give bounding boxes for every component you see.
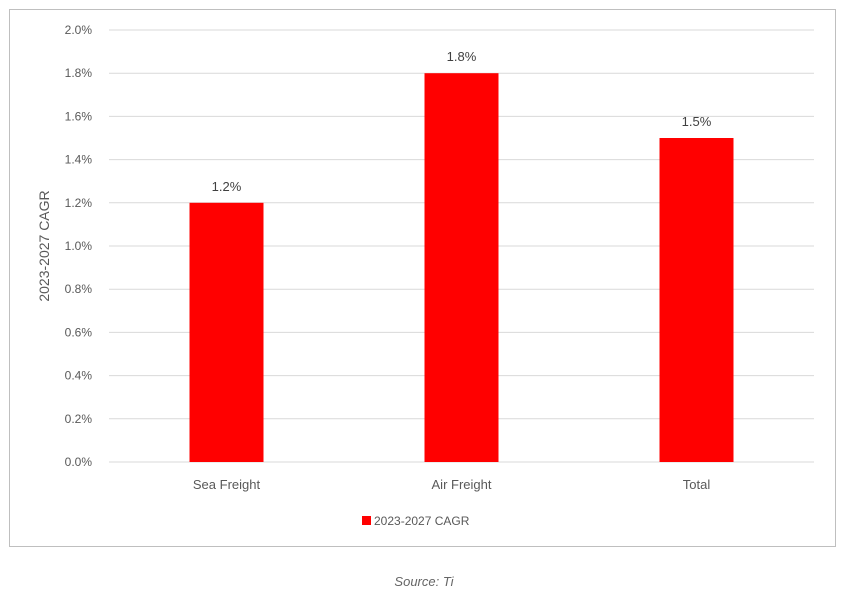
x-category-label: Total bbox=[683, 477, 711, 492]
y-tick-label: 2.0% bbox=[65, 23, 93, 37]
y-tick-label: 0.0% bbox=[65, 455, 93, 469]
y-tick-label: 1.2% bbox=[65, 196, 93, 210]
bar-sea-freight bbox=[189, 202, 264, 463]
y-tick-label: 1.8% bbox=[65, 66, 93, 80]
data-label: 1.2% bbox=[212, 179, 242, 194]
legend-swatch bbox=[362, 516, 371, 525]
bar-chart: 0.0% 0.2% 0.4% 0.6% 0.8% 1.0% 1.2% 1.4% 1.6% 1.8%… bbox=[36, 23, 814, 528]
data-label: 1.8% bbox=[447, 49, 477, 64]
x-category-label: Sea Freight bbox=[193, 477, 261, 492]
legend-label: 2023-2027 CAGR bbox=[374, 514, 470, 528]
x-axis-categories: Sea Freight Air Freight Total bbox=[193, 477, 710, 492]
data-label: 1.5% bbox=[682, 114, 712, 129]
bar-total bbox=[659, 138, 734, 462]
legend: 2023-2027 CAGR bbox=[362, 514, 470, 528]
y-axis-title: 2023-2027 CAGR bbox=[36, 190, 52, 301]
x-category-label: Air Freight bbox=[432, 477, 492, 492]
y-tick-label: 1.4% bbox=[65, 153, 93, 167]
y-tick-label: 0.4% bbox=[65, 369, 93, 383]
y-tick-label: 0.6% bbox=[65, 325, 93, 339]
y-tick-label: 0.2% bbox=[65, 412, 93, 426]
bars bbox=[189, 73, 734, 463]
source-caption: Source: Ti bbox=[394, 574, 454, 589]
y-tick-label: 0.8% bbox=[65, 282, 93, 296]
bar-air-freight bbox=[424, 73, 499, 462]
y-tick-label: 1.6% bbox=[65, 109, 93, 123]
y-tick-label: 1.0% bbox=[65, 239, 93, 253]
y-axis-ticks: 0.0% 0.2% 0.4% 0.6% 0.8% 1.0% 1.2% 1.4% 1.6% 1.8%… bbox=[65, 23, 93, 469]
data-labels: 1.2% 1.8% 1.5% bbox=[212, 49, 712, 194]
